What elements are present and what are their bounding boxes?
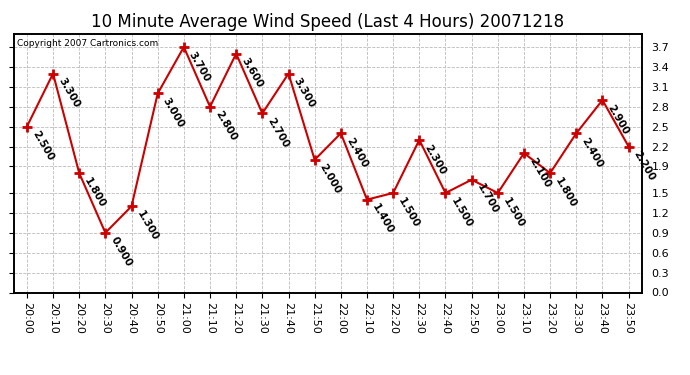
Text: 1.300: 1.300: [135, 209, 160, 243]
Text: 1.700: 1.700: [475, 182, 500, 216]
Title: 10 Minute Average Wind Speed (Last 4 Hours) 20071218: 10 Minute Average Wind Speed (Last 4 Hou…: [91, 13, 564, 31]
Text: 2.700: 2.700: [266, 116, 290, 150]
Text: 2.500: 2.500: [30, 129, 55, 163]
Text: 2.300: 2.300: [422, 142, 448, 176]
Text: 2.200: 2.200: [632, 149, 657, 183]
Text: 3.600: 3.600: [239, 56, 264, 90]
Text: 3.300: 3.300: [292, 76, 317, 110]
Text: 2.900: 2.900: [606, 103, 631, 136]
Text: 3.700: 3.700: [187, 50, 213, 83]
Text: 2.000: 2.000: [318, 162, 343, 196]
Text: 1.500: 1.500: [396, 196, 422, 229]
Text: 3.000: 3.000: [161, 96, 186, 130]
Text: 2.400: 2.400: [344, 136, 369, 170]
Text: 1.500: 1.500: [501, 196, 526, 229]
Text: 3.300: 3.300: [56, 76, 81, 110]
Text: 1.400: 1.400: [370, 202, 395, 236]
Text: 2.400: 2.400: [580, 136, 604, 170]
Text: 0.900: 0.900: [108, 236, 134, 269]
Text: 1.800: 1.800: [553, 176, 578, 209]
Text: Copyright 2007 Cartronics.com: Copyright 2007 Cartronics.com: [17, 39, 158, 48]
Text: 1.500: 1.500: [448, 196, 474, 229]
Text: 1.800: 1.800: [82, 176, 108, 209]
Text: 2.800: 2.800: [213, 110, 238, 143]
Text: 2.100: 2.100: [527, 156, 552, 189]
